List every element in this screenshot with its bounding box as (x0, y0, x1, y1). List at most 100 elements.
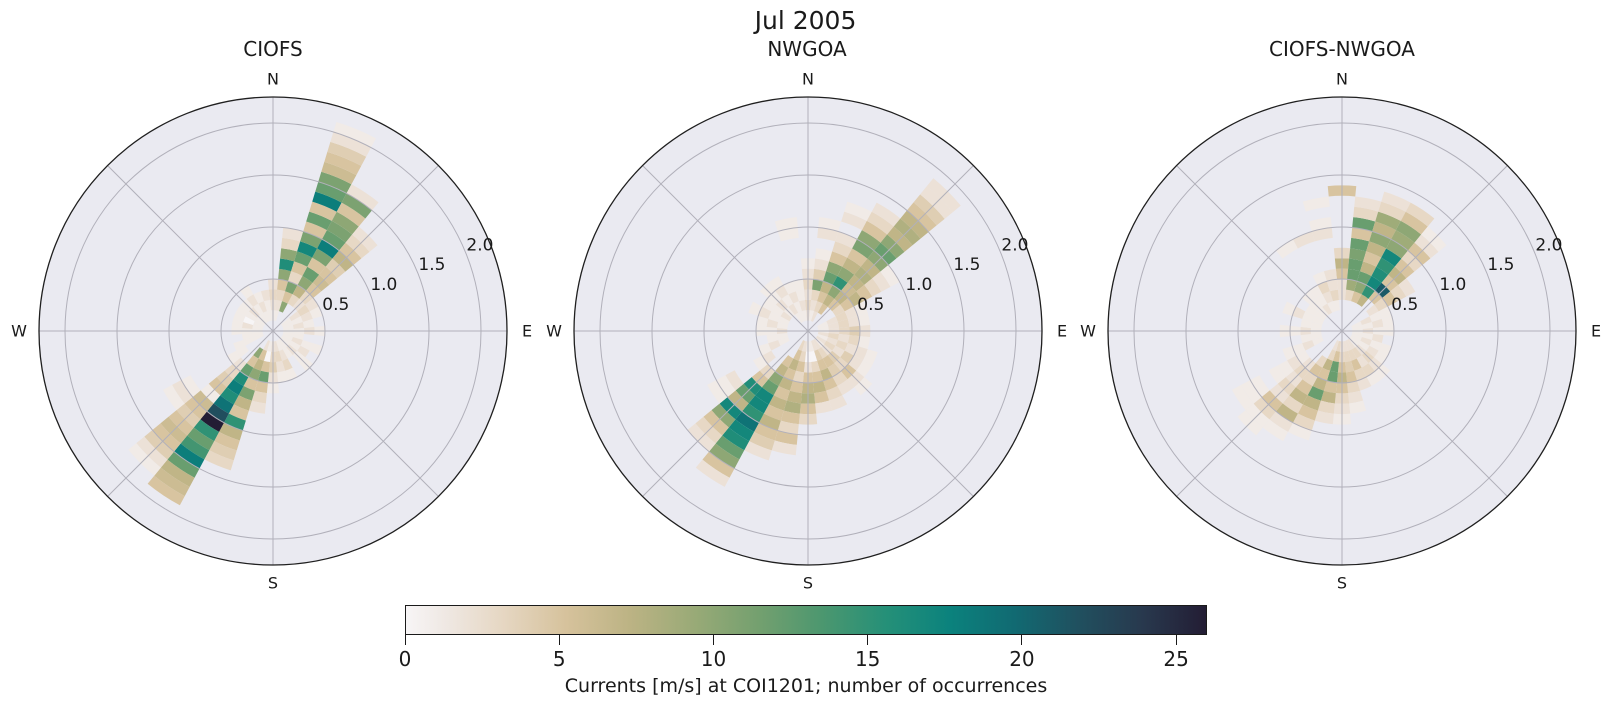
rose-cell (167, 451, 200, 478)
rose-cell (1295, 379, 1313, 396)
rose-cell (285, 367, 298, 381)
rose-cell (841, 211, 867, 231)
rose-cell (1327, 349, 1336, 361)
rose-cell (1360, 316, 1372, 325)
rose-cell (282, 321, 293, 328)
rose-cell (871, 202, 901, 227)
rose-cell (1348, 390, 1364, 404)
rose-cell (1310, 333, 1323, 341)
rose-cell (814, 349, 823, 361)
rose-cell (251, 390, 267, 404)
rose-cell (1378, 306, 1392, 319)
rose-cell (258, 349, 267, 361)
rose-cell (253, 334, 264, 341)
rose-cell (181, 375, 201, 397)
rose-cell (844, 343, 858, 356)
rose-cell (1351, 334, 1362, 341)
rose-cell (793, 301, 802, 313)
rose-cell (1289, 387, 1308, 405)
rose-cell (1349, 248, 1367, 262)
rose-cell (1329, 360, 1339, 373)
rose-cell (252, 324, 264, 330)
rose-cell (1366, 345, 1379, 358)
rose-cell (783, 400, 801, 414)
rose-cell (1332, 299, 1340, 312)
rose-cell (810, 350, 818, 363)
polar-plot-ciofs: N E S W 0.5 1.0 1.5 2.0 (11, 70, 532, 593)
rose-cell (1305, 304, 1318, 317)
rose-cell (214, 431, 240, 451)
rose-cell (768, 311, 781, 322)
rose-cell (1288, 422, 1312, 441)
rose-cell (1344, 350, 1352, 363)
rose-cell (187, 427, 215, 451)
rose-cell (823, 271, 838, 286)
rose-cell (801, 340, 807, 352)
compass-label-e: E (1591, 322, 1601, 341)
rose-cell (864, 278, 882, 297)
rose-cell (253, 291, 264, 304)
rose-cell (1335, 340, 1341, 352)
rose-cell (844, 201, 872, 221)
rose-cell (777, 227, 799, 242)
rose-cell (837, 318, 850, 328)
rose-cell (817, 332, 829, 338)
polar-grid-spoke (642, 330, 809, 497)
rose-cell (1345, 360, 1355, 373)
rose-cell (842, 257, 861, 275)
rose-cell (776, 321, 789, 329)
rose-cell (282, 358, 293, 371)
rose-cell (1307, 386, 1324, 401)
rose-cell (1358, 340, 1370, 351)
rose-cell (1345, 289, 1355, 302)
radial-tick-label: 1.5 (1487, 255, 1514, 275)
rose-cell (297, 304, 310, 317)
rose-cell (307, 257, 326, 275)
rose-cell (1405, 202, 1435, 227)
colorbar-tick (404, 635, 406, 645)
colorbar-gradient (405, 605, 1207, 635)
rose-cell (1400, 211, 1428, 235)
radial-tick-label: 0.5 (857, 295, 884, 315)
rose-cell (801, 310, 807, 322)
rose-cell (326, 220, 353, 243)
rose-cell (793, 349, 802, 361)
radial-tick-label: 1.0 (1439, 275, 1466, 295)
plot-title-nwgoa: NWGOA (767, 37, 847, 61)
rose-cell (1360, 337, 1372, 346)
rose-cell (1348, 258, 1364, 272)
rose-cell (852, 239, 874, 259)
rose-cell (279, 349, 288, 361)
rose-cell (817, 324, 829, 330)
rose-cell (811, 340, 818, 351)
rose-cell (336, 202, 366, 227)
rose-cell (257, 370, 269, 383)
rose-cell (1351, 291, 1362, 304)
rose-cell (715, 435, 745, 460)
rose-cell (279, 301, 288, 313)
rose-cell (331, 211, 359, 235)
rose-cell (795, 360, 805, 373)
rose-cell (756, 315, 769, 327)
rose-cell (274, 340, 280, 352)
rose-cell (812, 370, 824, 383)
polar-spine (1107, 96, 1577, 566)
rose-cell (817, 347, 828, 359)
rose-cell (811, 311, 818, 322)
rose-cell (781, 294, 794, 307)
rose-cell (1395, 220, 1422, 243)
rose-cell (1276, 239, 1298, 259)
rose-cell (1381, 191, 1411, 212)
rose-cell (315, 181, 347, 203)
compass-label-w: W (1080, 322, 1096, 341)
rose-cell (172, 380, 193, 404)
rose-cell (300, 231, 323, 249)
rose-cell (275, 299, 283, 312)
radial-tick-label: 1.5 (418, 255, 445, 275)
radial-tick-label: 1.0 (370, 275, 397, 295)
rose-cell (1302, 395, 1321, 411)
radial-tick-label: 2.0 (1535, 235, 1562, 255)
rose-cell (778, 337, 790, 346)
rose-cell (1317, 281, 1330, 295)
rose-cell (880, 265, 900, 287)
